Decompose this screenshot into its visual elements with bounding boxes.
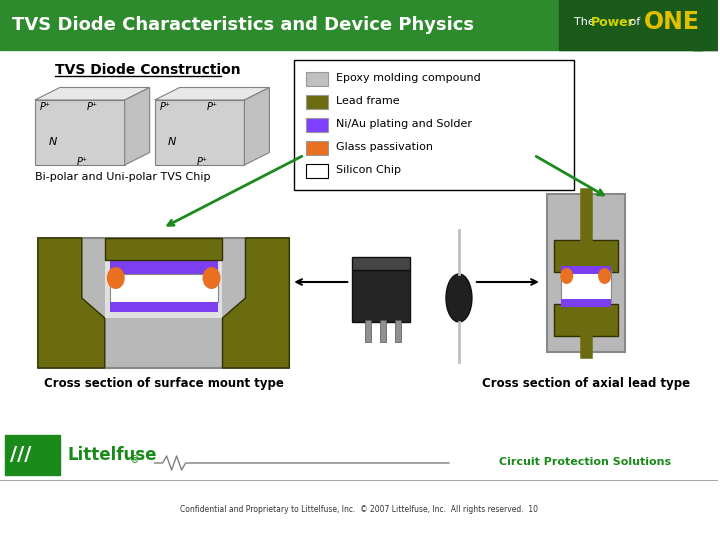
- Polygon shape: [155, 100, 245, 165]
- Text: Ni/Au plating and Solder: Ni/Au plating and Solder: [336, 119, 472, 129]
- Bar: [306, 141, 328, 155]
- Polygon shape: [35, 87, 150, 100]
- Bar: [352, 270, 410, 322]
- Polygon shape: [38, 238, 105, 368]
- Bar: [5, 435, 60, 475]
- Text: TVS Diode Characteristics and Device Physics: TVS Diode Characteristics and Device Phy…: [12, 16, 474, 34]
- Bar: [559, 0, 719, 50]
- Bar: [306, 72, 328, 86]
- Ellipse shape: [668, 0, 720, 51]
- Bar: [38, 238, 289, 368]
- Text: Littelfuse: Littelfuse: [68, 446, 158, 464]
- Bar: [306, 164, 328, 178]
- Ellipse shape: [202, 267, 220, 289]
- Bar: [306, 95, 328, 109]
- Text: N: N: [168, 137, 176, 147]
- Bar: [109, 302, 217, 312]
- Text: N: N: [48, 137, 57, 147]
- Text: ///: ///: [10, 446, 32, 464]
- Bar: [554, 240, 618, 272]
- Text: Epoxy molding compound: Epoxy molding compound: [336, 73, 481, 83]
- Text: Glass passivation: Glass passivation: [336, 142, 433, 152]
- Ellipse shape: [560, 268, 573, 284]
- Text: P⁺: P⁺: [87, 102, 98, 112]
- Polygon shape: [222, 238, 289, 368]
- Text: The: The: [574, 17, 598, 27]
- Text: Bi-polar and Uni-polar TVS Chip: Bi-polar and Uni-polar TVS Chip: [35, 172, 210, 182]
- Bar: [380, 320, 386, 342]
- Bar: [0, 0, 719, 50]
- Text: P⁺: P⁺: [77, 157, 88, 167]
- Polygon shape: [245, 87, 269, 165]
- Bar: [561, 270, 611, 302]
- Text: of: of: [626, 17, 640, 27]
- Text: Confidential and Proprietary to Littelfuse, Inc.  © 2007 Littelfuse, Inc.  All r: Confidential and Proprietary to Littelfu…: [180, 505, 538, 515]
- Bar: [306, 118, 328, 132]
- Text: TVS Diode Construction: TVS Diode Construction: [55, 63, 240, 77]
- Polygon shape: [125, 87, 150, 165]
- Bar: [546, 194, 624, 352]
- Text: P⁺: P⁺: [197, 157, 207, 167]
- Bar: [365, 320, 372, 342]
- Bar: [395, 320, 401, 342]
- Bar: [561, 299, 611, 307]
- Bar: [105, 238, 222, 260]
- Bar: [109, 260, 217, 274]
- Text: P⁺: P⁺: [207, 102, 217, 112]
- Ellipse shape: [598, 268, 611, 284]
- Text: Lead frame: Lead frame: [336, 96, 400, 106]
- Polygon shape: [35, 100, 125, 165]
- Bar: [109, 274, 217, 302]
- Bar: [294, 60, 574, 190]
- Ellipse shape: [446, 274, 472, 322]
- Ellipse shape: [107, 267, 125, 289]
- Text: Silicon Chip: Silicon Chip: [336, 165, 401, 175]
- Text: P⁺: P⁺: [160, 102, 171, 112]
- Text: Cross section of surface mount type: Cross section of surface mount type: [44, 376, 284, 389]
- Polygon shape: [155, 87, 269, 100]
- Bar: [554, 304, 618, 336]
- Text: Power: Power: [590, 16, 634, 29]
- Bar: [352, 257, 410, 270]
- Text: P⁺: P⁺: [40, 102, 51, 112]
- Text: Circuit Protection Solutions: Circuit Protection Solutions: [499, 457, 671, 467]
- Text: Cross section of axial lead type: Cross section of axial lead type: [482, 376, 690, 389]
- Text: ONE: ONE: [644, 10, 700, 34]
- Bar: [105, 238, 222, 318]
- Bar: [561, 266, 611, 274]
- Text: ®: ®: [130, 455, 140, 465]
